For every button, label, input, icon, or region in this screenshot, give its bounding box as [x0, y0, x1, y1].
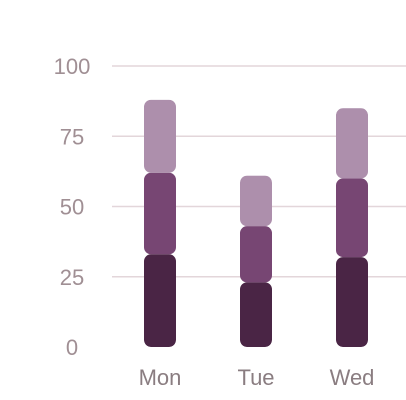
- bar-segment-wed-2: [336, 178, 368, 258]
- y-tick-label: 25: [60, 265, 84, 290]
- bar-segment-mon-3: [144, 99, 176, 173]
- bar-segment-tue-2: [240, 226, 272, 283]
- y-axis-tick-labels: 0 25 50 75 100: [54, 54, 91, 360]
- bars: [144, 99, 368, 347]
- x-category-label: Mon: [139, 365, 182, 390]
- y-tick-label: 50: [60, 195, 84, 220]
- bar-stack-tue: [240, 175, 272, 347]
- bar-segment-mon-2: [144, 172, 176, 255]
- x-axis-category-labels: Mon Tue Wed: [139, 365, 375, 390]
- bar-segment-tue-3: [240, 175, 272, 227]
- x-category-label: Wed: [330, 365, 375, 390]
- y-tick-label: 100: [54, 54, 91, 79]
- x-category-label: Tue: [237, 365, 274, 390]
- bar-segment-tue-1: [240, 282, 272, 347]
- bar-segment-wed-3: [336, 108, 368, 179]
- y-tick-label: 0: [66, 335, 78, 360]
- bar-stack-mon: [144, 99, 176, 347]
- bar-segment-wed-1: [336, 257, 368, 347]
- y-tick-label: 75: [60, 124, 84, 149]
- bar-segment-mon-1: [144, 254, 176, 347]
- bar-stack-wed: [336, 108, 368, 347]
